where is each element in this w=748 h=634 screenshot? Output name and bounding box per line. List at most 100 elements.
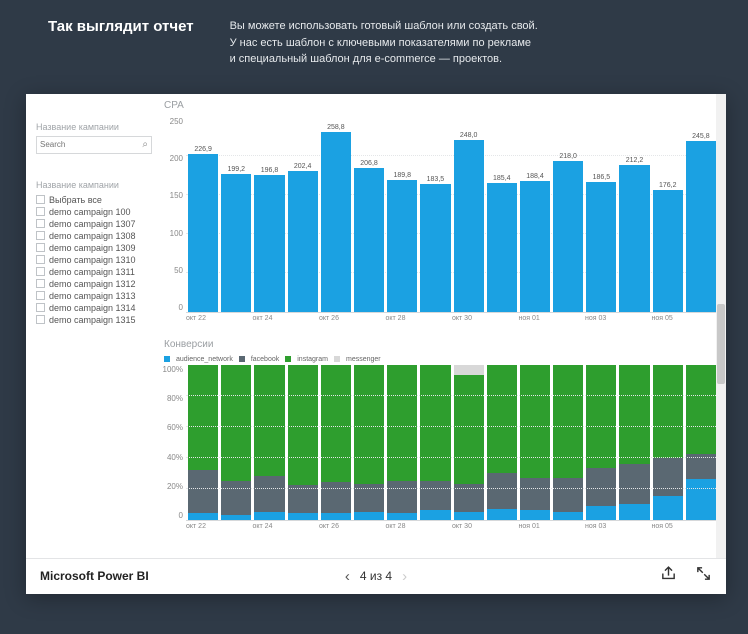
conv-x-axis: окт 22окт 24окт 26окт 28окт 30ноя 01ноя … [186, 523, 718, 535]
prev-page-button[interactable]: ‹ [345, 568, 350, 585]
bar-value-label: 199,2 [228, 166, 246, 173]
bar[interactable]: 185,4 [487, 175, 517, 311]
bar-segment [454, 375, 484, 484]
stacked-bar[interactable] [221, 365, 251, 520]
bar[interactable]: 218,0 [553, 153, 583, 312]
checkbox[interactable] [36, 315, 45, 324]
stacked-bar[interactable] [653, 365, 683, 520]
bar-segment [387, 513, 417, 519]
fullscreen-icon[interactable] [695, 565, 712, 587]
bar-segment [420, 365, 450, 481]
stacked-bar[interactable] [454, 365, 484, 520]
bar-value-label: 226,9 [194, 146, 212, 153]
bar-segment [221, 365, 251, 481]
campaign-item[interactable]: demo campaign 1314 [36, 302, 152, 314]
checkbox[interactable] [36, 279, 45, 288]
campaign-item[interactable]: demo campaign 1312 [36, 278, 152, 290]
checkbox[interactable] [36, 195, 45, 204]
scrollbar-thumb[interactable] [717, 304, 725, 384]
bar-segment [188, 470, 218, 513]
bar-segment [686, 454, 716, 479]
campaign-item[interactable]: demo campaign 1308 [36, 230, 152, 242]
page-description: Вы можете использовать готовый шаблон ил… [230, 18, 538, 68]
campaign-item[interactable]: Выбрать все [36, 194, 152, 206]
bar[interactable]: 206,8 [354, 160, 384, 311]
page-header: Так выглядит отчет Вы можете использоват… [0, 0, 748, 94]
search-box[interactable]: ⌕ [36, 136, 152, 154]
stacked-bar[interactable] [188, 365, 218, 520]
bar[interactable]: 245,8 [686, 133, 716, 311]
bar[interactable]: 248,0 [454, 132, 484, 312]
bar[interactable]: 188,4 [520, 173, 550, 311]
campaign-item[interactable]: demo campaign 100 [36, 206, 152, 218]
bar-value-label: 218,0 [559, 153, 577, 160]
bar[interactable]: 176,2 [653, 182, 683, 312]
checkbox[interactable] [36, 291, 45, 300]
bar-segment [653, 365, 683, 458]
stacked-bar[interactable] [619, 365, 649, 520]
scrollbar[interactable] [716, 94, 726, 558]
stacked-bar[interactable] [288, 365, 318, 520]
checkbox[interactable] [36, 243, 45, 252]
bar-segment [387, 365, 417, 481]
checkbox[interactable] [36, 219, 45, 228]
bar[interactable]: 226,9 [188, 146, 218, 311]
stacked-bar[interactable] [553, 365, 583, 520]
bar-segment [420, 481, 450, 510]
campaign-item[interactable]: demo campaign 1313 [36, 290, 152, 302]
checkbox[interactable] [36, 255, 45, 264]
page-indicator: 4 из 4 [360, 569, 392, 583]
search-input[interactable] [40, 140, 142, 149]
campaign-item[interactable]: demo campaign 1307 [36, 218, 152, 230]
stacked-bar[interactable] [354, 365, 384, 520]
bar[interactable]: 212,2 [619, 157, 649, 312]
bar-segment [586, 365, 616, 469]
stacked-bar[interactable] [254, 365, 284, 520]
cpa-y-axis: 250200150100500 [164, 117, 186, 327]
cpa-chart-block: CPA 250200150100500 226,9199,2196,8202,4… [164, 100, 718, 327]
bar-value-label: 186,5 [593, 174, 611, 181]
share-icon[interactable] [660, 565, 677, 587]
checkbox[interactable] [36, 231, 45, 240]
checkbox[interactable] [36, 267, 45, 276]
stacked-bar[interactable] [321, 365, 351, 520]
bar[interactable]: 258,8 [321, 124, 351, 311]
bar[interactable]: 196,8 [254, 167, 284, 311]
checkbox[interactable] [36, 207, 45, 216]
cpa-plot: 226,9 199,2 196,8202,4258,8206,8 189,8 183,5… [186, 117, 718, 313]
bar[interactable]: 189,8 [387, 172, 417, 311]
bar[interactable]: 202,4 [288, 163, 318, 311]
stacked-bar[interactable] [487, 365, 517, 520]
campaign-label: demo campaign 1308 [49, 231, 136, 241]
legend-swatch [285, 356, 291, 362]
search-icon[interactable]: ⌕ [142, 139, 148, 150]
chart-title: Конверсии [164, 339, 718, 350]
campaign-label: demo campaign 1315 [49, 315, 136, 325]
conv-legend: audience_networkfacebookinstagrammesseng… [164, 356, 718, 363]
campaign-item[interactable]: demo campaign 1311 [36, 266, 152, 278]
bar-value-label: 189,8 [393, 172, 411, 179]
bar-segment [553, 512, 583, 520]
campaign-label: demo campaign 1312 [49, 279, 136, 289]
bar-segment [686, 365, 716, 455]
bar-segment [254, 365, 284, 477]
campaign-item[interactable]: demo campaign 1315 [36, 314, 152, 326]
stacked-bar[interactable] [686, 365, 716, 520]
bar[interactable]: 186,5 [586, 174, 616, 311]
stacked-bar[interactable] [387, 365, 417, 520]
bar-value-label: 176,2 [659, 182, 677, 189]
stacked-bar[interactable] [586, 365, 616, 520]
bar[interactable]: 183,5 [420, 176, 450, 311]
campaign-item[interactable]: demo campaign 1310 [36, 254, 152, 266]
bar-segment [288, 513, 318, 519]
pager: ‹ 4 из 4 › [345, 568, 407, 585]
stacked-bar[interactable] [420, 365, 450, 520]
checkbox[interactable] [36, 303, 45, 312]
campaign-item[interactable]: demo campaign 1309 [36, 242, 152, 254]
campaign-label: demo campaign 1314 [49, 303, 136, 313]
stacked-bar[interactable] [520, 365, 550, 520]
bar-segment [653, 496, 683, 519]
bar[interactable]: 199,2 [221, 166, 251, 312]
bar-segment [487, 509, 517, 520]
next-page-button[interactable]: › [402, 568, 407, 585]
